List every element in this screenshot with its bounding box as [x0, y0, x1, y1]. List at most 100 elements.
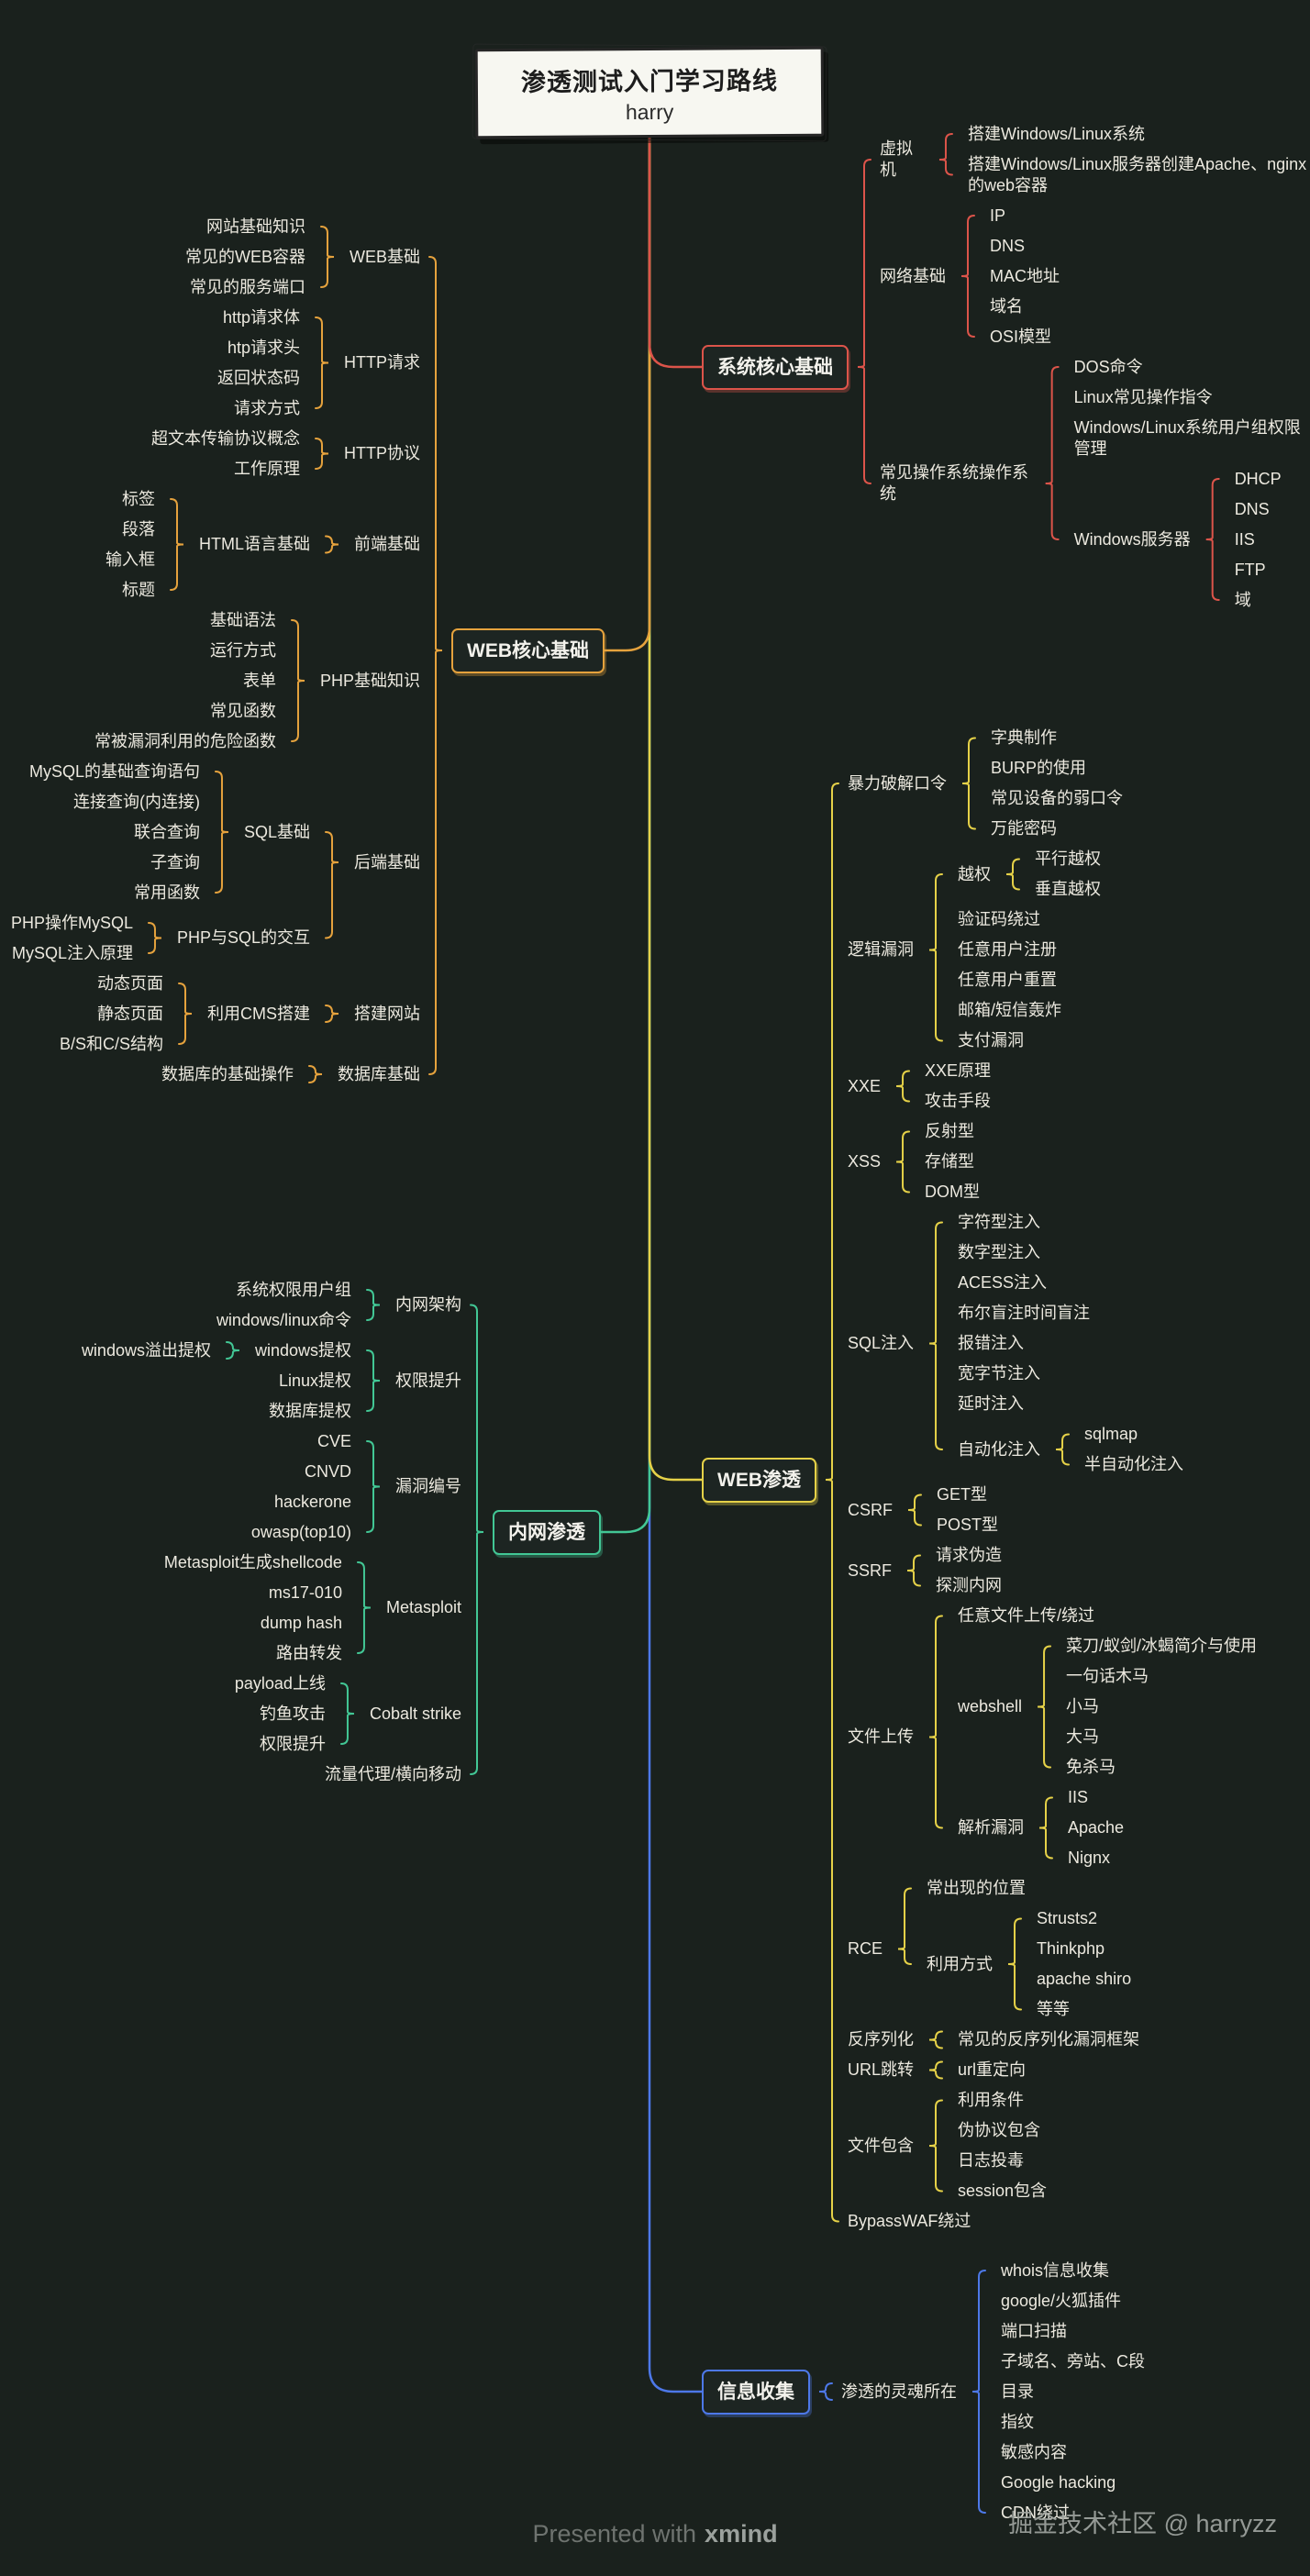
topic[interactable]: 超文本传输协议概念: [151, 428, 300, 448]
topic[interactable]: htp请求头: [227, 338, 300, 357]
topic[interactable]: 常见的反序列化漏洞框架: [958, 2030, 1139, 2049]
topic[interactable]: 验证码绕过: [958, 910, 1040, 928]
topic[interactable]: 搭建Windows/Linux系统: [967, 124, 1146, 143]
topic[interactable]: WEB基础: [349, 247, 420, 266]
topic[interactable]: 菜刀/蚁剑/冰蝎简介与使用: [1066, 1637, 1258, 1655]
topic[interactable]: GET型: [937, 1485, 988, 1504]
topic[interactable]: HTTP请求: [344, 353, 420, 372]
topic[interactable]: CDN绕过: [1001, 2503, 1070, 2522]
topic[interactable]: 网络基础: [880, 266, 946, 285]
branch-topic[interactable]: 信息收集: [702, 2369, 810, 2415]
topic[interactable]: 敏感内容: [1001, 2442, 1067, 2461]
topic[interactable]: 返回状态码: [217, 368, 300, 387]
topic[interactable]: HTML语言基础: [199, 535, 310, 553]
topic[interactable]: Nignx: [1068, 1849, 1111, 1867]
topic[interactable]: google/火狐插件: [1001, 2291, 1122, 2310]
topic[interactable]: 数据库基础: [338, 1064, 420, 1083]
topic[interactable]: windows提权: [254, 1340, 351, 1360]
topic[interactable]: 平行越权: [1035, 849, 1101, 868]
topic[interactable]: url重定向: [958, 2060, 1027, 2079]
topic[interactable]: 子查询: [150, 852, 200, 872]
topic[interactable]: 静态页面: [97, 1004, 163, 1023]
topic[interactable]: BypassWAF绕过: [848, 2212, 971, 2230]
topic[interactable]: 小马: [1066, 1697, 1100, 1715]
topic[interactable]: 常被漏洞利用的危险函数: [94, 731, 276, 750]
topic[interactable]: Linux常见操作指令: [1073, 387, 1213, 406]
topic[interactable]: 运行方式: [209, 640, 276, 660]
topic[interactable]: payload上线: [234, 1673, 326, 1693]
topic[interactable]: 数字型注入: [958, 1243, 1041, 1261]
topic[interactable]: MAC地址: [990, 266, 1060, 285]
topic[interactable]: 基础语法: [209, 610, 276, 629]
topic[interactable]: CSRF: [848, 1500, 893, 1519]
topic[interactable]: 邮箱/短信轰炸: [958, 1001, 1062, 1019]
topic[interactable]: 前端基础: [354, 535, 420, 553]
topic[interactable]: windows溢出提权: [81, 1340, 211, 1360]
topic[interactable]: 漏洞编号: [395, 1477, 461, 1495]
topic[interactable]: 域: [1234, 590, 1251, 609]
topic[interactable]: 域名: [990, 296, 1023, 316]
root-topic[interactable]: 渗透测试入门学习路线 harry: [474, 46, 825, 139]
topic[interactable]: 伪协议包含: [958, 2121, 1040, 2139]
topic[interactable]: session包含: [958, 2182, 1048, 2200]
topic[interactable]: http请求体: [222, 307, 300, 327]
topic[interactable]: 解析漏洞: [958, 1818, 1024, 1837]
topic[interactable]: DOM型: [925, 1183, 981, 1201]
topic[interactable]: SQL基础: [243, 822, 310, 841]
topic[interactable]: 布尔盲注时间盲注: [958, 1304, 1091, 1322]
topic[interactable]: ACESS注入: [958, 1273, 1048, 1292]
topic[interactable]: 常见设备的弱口令: [991, 789, 1123, 807]
topic[interactable]: 数据库的基础操作: [161, 1064, 294, 1083]
topic[interactable]: 一句话木马: [1066, 1667, 1149, 1685]
topic[interactable]: XSS: [848, 1152, 882, 1171]
topic[interactable]: 探测内网: [936, 1576, 1003, 1594]
branch-topic[interactable]: 系统核心基础: [702, 344, 849, 390]
topic[interactable]: 表单: [242, 671, 276, 690]
topic[interactable]: SSRF: [848, 1560, 893, 1580]
topic[interactable]: 常见操作系统操作系统: [880, 463, 1028, 503]
topic[interactable]: hackerone: [273, 1492, 351, 1511]
topic[interactable]: 虚拟机: [880, 139, 913, 179]
topic[interactable]: DHCP: [1234, 469, 1282, 488]
topic[interactable]: 等等: [1037, 2000, 1071, 2018]
topic[interactable]: 存储型: [925, 1152, 975, 1171]
topic[interactable]: 半自动化注入: [1084, 1455, 1184, 1473]
topic[interactable]: 常见的WEB容器: [184, 247, 305, 266]
topic[interactable]: 网站基础知识: [205, 217, 305, 236]
topic[interactable]: webshell: [958, 1697, 1023, 1715]
topic[interactable]: 报错注入: [958, 1334, 1025, 1352]
topic[interactable]: 免杀马: [1066, 1758, 1116, 1776]
topic[interactable]: IP: [990, 205, 1006, 225]
topic[interactable]: 权限提升: [259, 1734, 326, 1753]
topic[interactable]: 数据库提权: [269, 1401, 351, 1420]
topic[interactable]: 文件上传: [848, 1727, 914, 1746]
topic[interactable]: whois信息收集: [1001, 2260, 1110, 2280]
topic[interactable]: 流量代理/横向移动: [324, 1764, 461, 1783]
topic[interactable]: MySQL注入原理: [11, 943, 133, 962]
topic[interactable]: 反射型: [925, 1122, 975, 1140]
topic[interactable]: Windows/Linux系统用户组权限管理: [1073, 417, 1301, 458]
topic[interactable]: 常出现的位置: [927, 1879, 1027, 1897]
topic[interactable]: 日志投毒: [958, 2151, 1024, 2170]
topic[interactable]: 端口扫描: [1001, 2321, 1067, 2340]
topic[interactable]: RCE: [848, 1939, 883, 1958]
topic[interactable]: Google hacking: [1001, 2472, 1116, 2492]
topic[interactable]: IIS: [1234, 529, 1255, 549]
topic[interactable]: URL跳转: [848, 2060, 915, 2079]
topic[interactable]: XXE原理: [925, 1061, 992, 1080]
topic[interactable]: 逻辑漏洞: [848, 940, 914, 959]
topic[interactable]: 暴力破解口令: [848, 773, 947, 793]
topic[interactable]: sqlmap: [1084, 1425, 1138, 1443]
topic[interactable]: 搭建Windows/Linux服务器创建Apache、nginx的web容器: [967, 154, 1307, 194]
topic[interactable]: 宽字节注入: [958, 1364, 1041, 1382]
topic[interactable]: 工作原理: [234, 459, 300, 478]
topic[interactable]: 大马: [1066, 1727, 1100, 1746]
topic[interactable]: 指纹: [1001, 2412, 1034, 2431]
topic[interactable]: 后端基础: [354, 852, 420, 872]
topic[interactable]: BURP的使用: [991, 759, 1087, 777]
topic[interactable]: 标签: [122, 489, 155, 508]
topic[interactable]: 权限提升: [395, 1371, 461, 1390]
topic[interactable]: Metasploit: [385, 1598, 461, 1616]
topic[interactable]: 利用方式: [927, 1954, 994, 1973]
topic[interactable]: 延时注入: [958, 1394, 1025, 1413]
